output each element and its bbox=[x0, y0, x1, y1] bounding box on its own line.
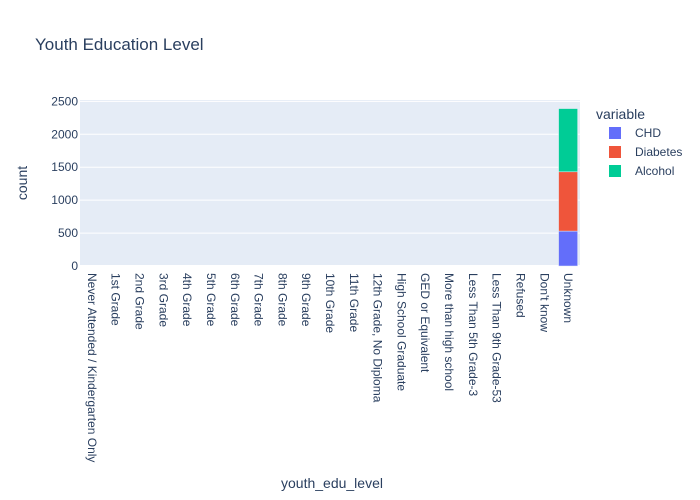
x-tick-label: 1st Grade bbox=[109, 273, 123, 326]
x-tick-label: 5th Grade bbox=[204, 273, 218, 327]
x-tick-label: 6th Grade bbox=[228, 273, 242, 327]
y-axis-title: count bbox=[14, 166, 30, 200]
x-tick-label: 4th Grade bbox=[180, 273, 194, 327]
x-tick-label: 3rd Grade bbox=[156, 273, 170, 327]
plot-area bbox=[80, 100, 580, 266]
bar-chd-20[interactable] bbox=[558, 230, 578, 267]
chart-title: Youth Education Level bbox=[35, 35, 204, 54]
y-tick-label: 0 bbox=[71, 259, 78, 273]
x-tick-label: 10th Grade bbox=[323, 273, 337, 333]
x-axis-ticks: Never Attended / Kindergarten Only 1st Gr… bbox=[85, 273, 575, 462]
legend-swatch-alcohol[interactable] bbox=[609, 165, 621, 177]
x-tick-label: Don't know bbox=[537, 273, 551, 332]
x-tick-label: Less Than 5th Grade-3 bbox=[466, 273, 480, 397]
x-tick-label: More than high school bbox=[442, 273, 456, 391]
legend-label[interactable]: Alcohol bbox=[635, 164, 674, 178]
x-tick-label: Less Than 9th Grade-53 bbox=[490, 273, 504, 403]
legend-swatch-chd[interactable] bbox=[609, 127, 621, 139]
x-tick-label: High School Graduate bbox=[394, 273, 408, 391]
y-tick-label: 2500 bbox=[51, 94, 78, 108]
x-tick-label: Unknown bbox=[561, 273, 575, 323]
legend-title: variable bbox=[596, 106, 645, 122]
bars bbox=[558, 108, 578, 267]
legend: variable CHD Diabetes Alcohol bbox=[596, 106, 682, 178]
y-tick-label: 1500 bbox=[51, 160, 78, 174]
bar-diabetes-20[interactable] bbox=[558, 171, 578, 232]
x-tick-label: 7th Grade bbox=[252, 273, 266, 327]
x-tick-label: GED or Equivalent bbox=[418, 273, 432, 373]
x-tick-label: 11th Grade bbox=[347, 273, 361, 332]
x-tick-label: 9th Grade bbox=[299, 273, 313, 327]
gridlines bbox=[80, 100, 580, 267]
y-tick-label: 500 bbox=[58, 226, 78, 240]
x-tick-label: Never Attended / Kindergarten Only bbox=[85, 273, 99, 462]
y-tick-label: 1000 bbox=[51, 193, 78, 207]
legend-swatch-diabetes[interactable] bbox=[609, 146, 621, 158]
y-tick-label: 2000 bbox=[51, 127, 78, 141]
x-tick-label: 8th Grade bbox=[275, 273, 289, 327]
x-axis-title: youth_edu_level bbox=[281, 475, 383, 491]
x-tick-label: 12th Grade, No Diploma bbox=[371, 273, 385, 403]
x-tick-label: Refused bbox=[513, 273, 527, 318]
bar-alcohol-20[interactable] bbox=[558, 108, 578, 173]
x-tick-label: 2nd Grade bbox=[133, 273, 147, 330]
legend-label[interactable]: CHD bbox=[635, 126, 661, 140]
legend-label[interactable]: Diabetes bbox=[635, 145, 682, 159]
y-axis-ticks: 0 500 1000 1500 2000 2500 bbox=[51, 94, 78, 273]
